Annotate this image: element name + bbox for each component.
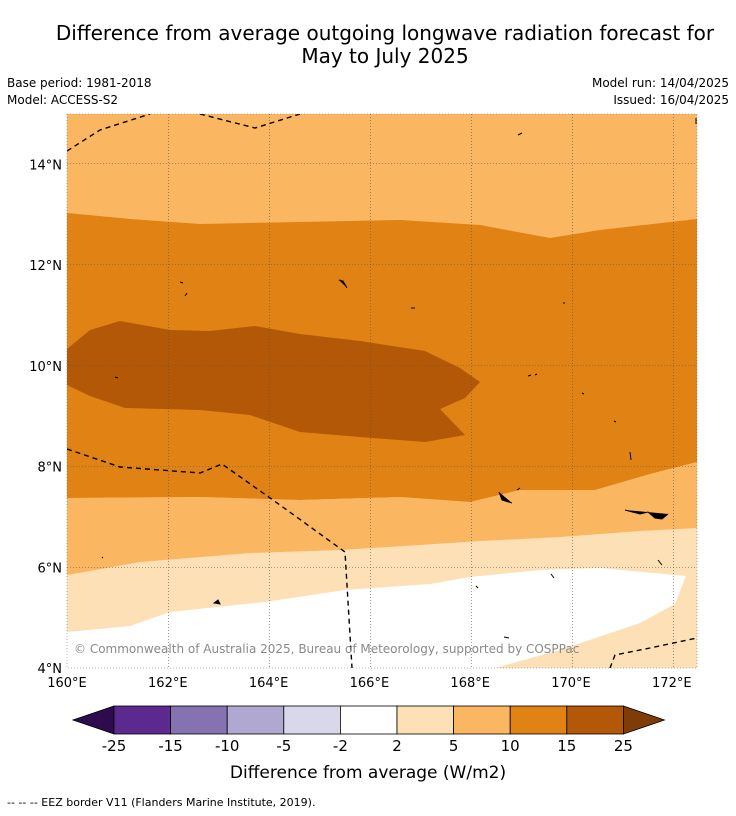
issued-date: Issued: 16/04/2025 [613,93,729,107]
island-outline [624,509,669,520]
island-outline [475,585,479,589]
y-tick-label: 4°N [38,662,63,677]
map-title: Difference from average outgoing longwav… [30,22,736,68]
colorbar-title: Difference from average (W/m2) [230,763,506,783]
x-tick-label: 168°E [450,676,490,691]
meta-right: Model run: 14/04/2025 Issued: 16/04/2025 [592,75,729,109]
x-axis-ticks: 160°E 162°E 164°E 166°E 168°E 170°E 172°E [47,676,691,691]
island-outline [101,556,104,559]
colorbar-segment [339,705,398,735]
y-tick-label: 6°N [38,561,63,576]
y-tick-label: 12°N [29,259,62,274]
eez-border-north [67,114,151,152]
y-axis-ticks: 4°N 6°N 8°N 10°N 12°N 14°N [29,158,62,677]
eez-border-west [67,448,353,668]
colorbar-label: -25 [102,737,127,755]
island-outline [657,559,663,566]
island-outline [212,599,221,605]
colorbar-label: -5 [276,737,291,755]
x-tick-label: 160°E [47,676,87,691]
island-outline [581,392,585,395]
colorbar-label: 15 [557,737,576,755]
eez-border-southeast [609,637,697,668]
base-period: Base period: 1981-2018 [7,76,152,90]
island-outline [114,376,119,379]
colorbar-segment [453,705,511,735]
region-neg2-2 [67,568,686,668]
island-outline [338,279,348,289]
map-gridlines [67,114,697,668]
eez-footnote: -- -- -- EEZ border V11 (Flanders Marine… [7,796,316,809]
copyright-notice: © Commonwealth of Australia 2025, Bureau… [74,642,579,656]
colorbar-label: -10 [215,737,240,755]
map-title-line2: May to July 2025 [301,44,469,68]
colorbar: -25 -15 -10 -5 -2 2 5 10 15 25 [71,705,666,755]
island-outline [179,281,184,284]
islands [101,118,697,639]
colorbar-label: 5 [449,737,459,755]
island-outline [184,292,188,297]
colorbar-segment [509,705,568,735]
map-title-line1: Difference from average outgoing longwav… [55,21,715,45]
colorbar-label: 10 [501,737,520,755]
region-15-25 [67,321,480,442]
colorbar-segment [396,705,454,735]
y-tick-label: 10°N [29,360,62,375]
island-outline [613,420,617,423]
meta-left: Base period: 1981-2018 Model: ACCESS-S2 [7,75,152,109]
island-outline [527,373,538,377]
y-tick-label: 14°N [29,158,62,173]
colorbar-segment [226,705,285,735]
model-run: Model run: 14/04/2025 [591,76,729,90]
colorbar-segment [170,705,228,735]
island-outline [550,573,555,579]
x-tick-label: 172°E [652,676,692,691]
colorbar-label: 2 [392,737,402,755]
colorbar-label: 25 [614,737,633,755]
island-outline [517,132,523,136]
plot-frame [66,113,698,669]
eez-borders [67,114,697,668]
colorbar-extend-high [623,705,666,735]
colorbar-segment [113,705,171,735]
island-outline [498,491,513,504]
island-outline [516,487,521,491]
colorbar-label: -15 [158,737,183,755]
colorbar-segment [566,705,624,735]
colorbar-extend-low [71,705,115,735]
colorbar-label: -2 [333,737,348,755]
map-plot-area: © Commonwealth of Australia 2025, Bureau… [67,114,697,668]
x-tick-label: 162°E [148,676,188,691]
x-tick-label: 166°E [350,676,390,691]
island-outline [629,451,632,461]
model-name: Model: ACCESS-S2 [7,93,119,107]
x-tick-label: 164°E [249,676,289,691]
y-tick-label: 8°N [38,461,63,476]
x-tick-label: 170°E [551,676,591,691]
colorbar-segment [283,705,341,735]
island-outline [503,636,510,639]
eez-border-north-2 [199,114,301,129]
